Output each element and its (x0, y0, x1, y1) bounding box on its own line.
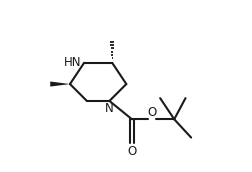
Text: N: N (105, 102, 113, 115)
Text: HN: HN (64, 56, 81, 69)
Text: O: O (147, 106, 156, 119)
Polygon shape (50, 82, 70, 87)
Text: O: O (127, 145, 137, 158)
